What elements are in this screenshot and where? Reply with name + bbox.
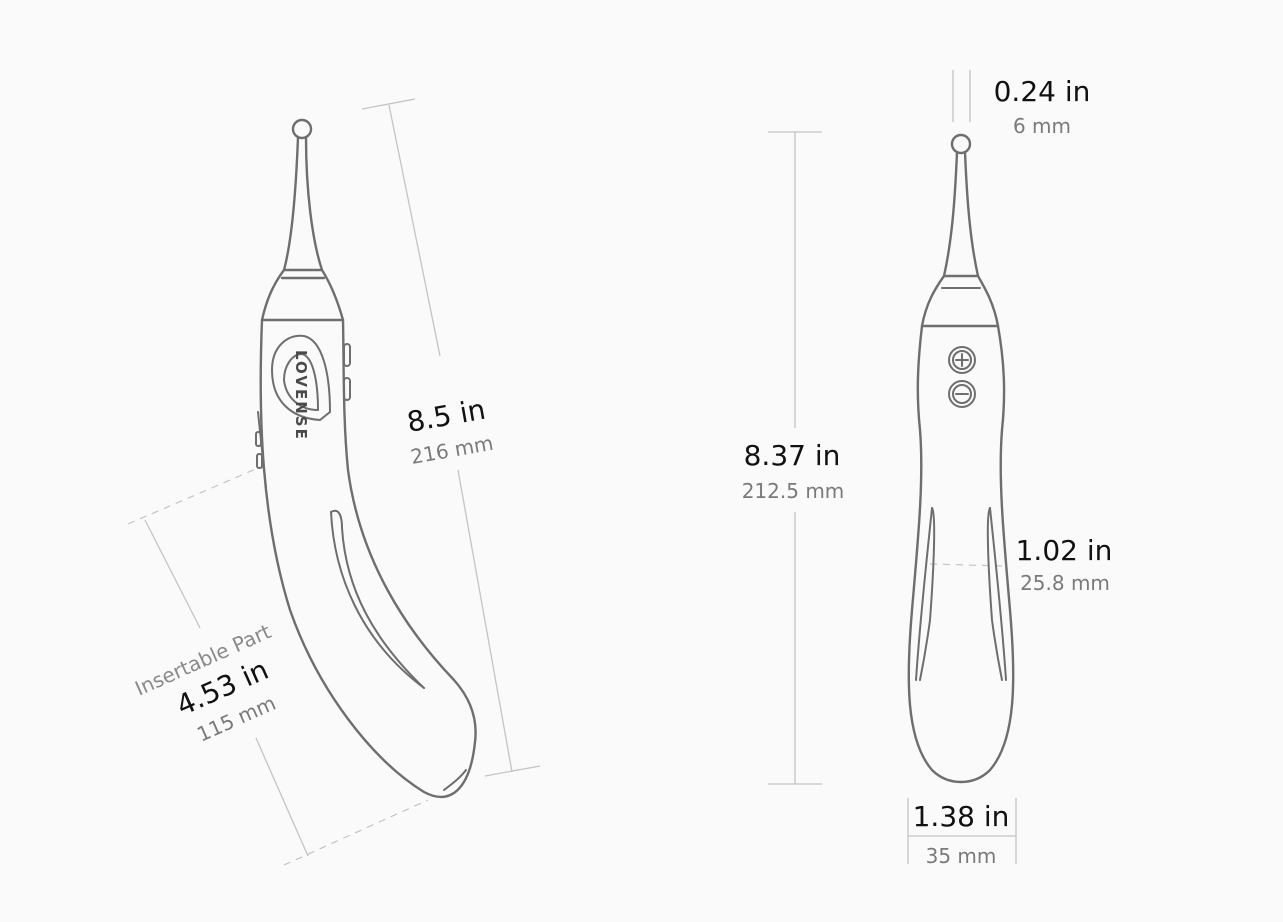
front-device-outline [907,133,1015,784]
tip-width-metric: 6 mm [1013,114,1071,138]
front-length-imperial: 8.37 in [744,439,841,472]
plus-icon [948,346,976,374]
tip-dimension-line [952,70,971,122]
front-length-dimension-line [768,131,822,785]
side-length-dimension-line [361,98,541,777]
side-view: LOVENSE 8.5 in 216 mm Insertable Part 4.… [127,98,541,866]
base-width-metric: 35 mm [926,844,997,868]
mid-width-dimension-line [929,563,1005,567]
front-length-metric: 212.5 mm [742,479,845,503]
front-view: 8.37 in 212.5 mm 0.24 in 6 mm 1.02 in 25… [742,70,1113,868]
side-device-outline [255,118,477,798]
base-width-dimension-line [907,798,1017,864]
mid-width-imperial: 1.02 in [1016,534,1113,567]
mid-width-metric: 25.8 mm [1020,571,1110,595]
brand-logo: LOVENSE [292,350,310,441]
minus-icon [948,380,976,408]
insertable-dimension-line [127,467,429,866]
tip-width-imperial: 0.24 in [994,75,1091,108]
side-length-imperial: 8.5 in [404,393,487,439]
base-width-imperial: 1.38 in [913,800,1010,833]
